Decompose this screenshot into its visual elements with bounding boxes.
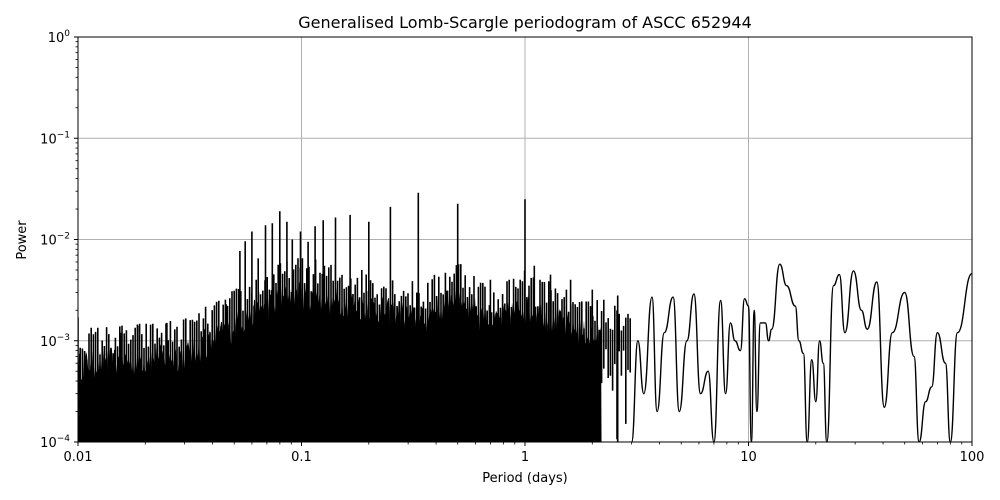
y-axis-label: Power	[15, 220, 30, 260]
plot-area	[78, 192, 972, 442]
periodogram-curve	[630, 263, 972, 442]
periodogram-spikes	[78, 192, 631, 442]
x-tick-label: 0.01	[64, 450, 93, 465]
x-tick-label: 0.1	[291, 450, 312, 465]
x-tick-label: 100	[960, 450, 985, 465]
y-tick-label: 10−1	[40, 130, 70, 147]
x-tick-label: 1	[521, 450, 529, 465]
x-axis-label: Period (days)	[482, 471, 568, 486]
x-tick-label: 10	[740, 450, 757, 465]
y-tick-label: 10−3	[40, 333, 70, 350]
y-axis: 100 10−1 10−2 10−3 10−4	[40, 29, 78, 451]
y-tick-label: 100	[48, 29, 71, 46]
x-axis: 0.01 0.1 1 10 100	[64, 442, 985, 465]
y-tick-label: 10−4	[40, 434, 70, 451]
chart-title: Generalised Lomb-Scargle periodogram of …	[298, 13, 752, 32]
y-tick-label: 10−2	[40, 232, 70, 249]
